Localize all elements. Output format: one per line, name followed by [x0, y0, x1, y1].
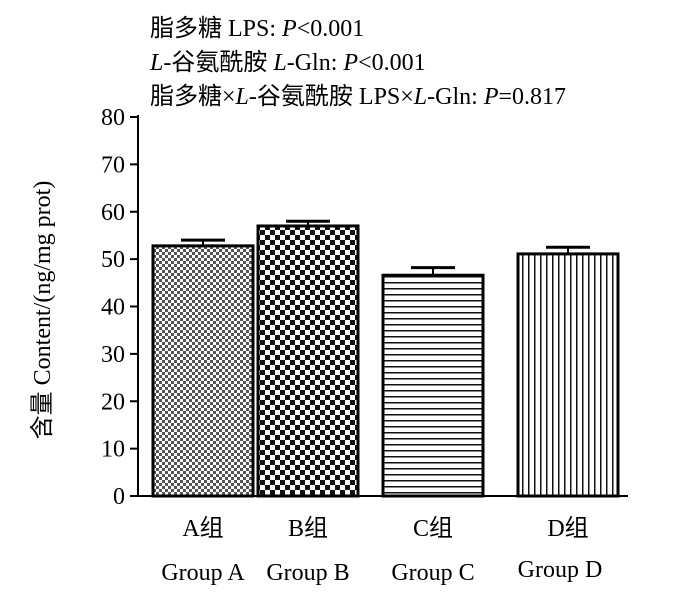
stat-line-lps: 脂多糖 LPS: P<0.001: [150, 15, 364, 42]
bar-group-c: [381, 273, 485, 498]
y-tick-label: 80: [101, 105, 125, 131]
bar-group-a: [151, 244, 255, 498]
stat-line-gln: L-谷氨酰胺 L-Gln: P<0.001: [149, 49, 426, 76]
y-ticks: 0 10 20 30 40 50 60 70 80: [101, 105, 138, 510]
stat-annotations: 脂多糖 LPS: P<0.001 L-谷氨酰胺 L-Gln: P<0.001 脂…: [149, 15, 566, 110]
y-tick-label: 70: [101, 152, 125, 178]
y-tick-label: 40: [101, 295, 125, 321]
y-tick-label: 50: [101, 247, 125, 273]
x-category-label-cn: B组: [288, 515, 328, 542]
y-axis-label: 含量 Content/(ng/mg prot): [29, 181, 56, 440]
bars: [151, 219, 620, 498]
x-category-label-en: Group C: [391, 560, 474, 586]
bar-group-d: [516, 252, 620, 498]
x-category-label-cn: C组: [413, 515, 453, 542]
y-tick-label: 10: [101, 437, 125, 463]
y-tick-label: 60: [101, 200, 125, 226]
y-tick-label: 30: [101, 342, 125, 368]
bar-group-b: [256, 224, 360, 498]
y-tick-label: 0: [113, 484, 125, 510]
x-category-label-en: Group D: [518, 557, 603, 583]
y-tick-label: 20: [101, 389, 125, 415]
x-category-label-en: Group B: [266, 560, 349, 586]
x-category-label-cn: A组: [182, 515, 223, 542]
x-category-label-cn: D组: [547, 515, 588, 542]
stat-line-interaction: 脂多糖×L-谷氨酰胺 LPS×L-Gln: P=0.817: [150, 83, 566, 110]
x-category-label-en: Group A: [161, 560, 245, 586]
x-category-labels: A组 Group A B组 Group B C组 Group C D组 Group D: [161, 515, 602, 586]
